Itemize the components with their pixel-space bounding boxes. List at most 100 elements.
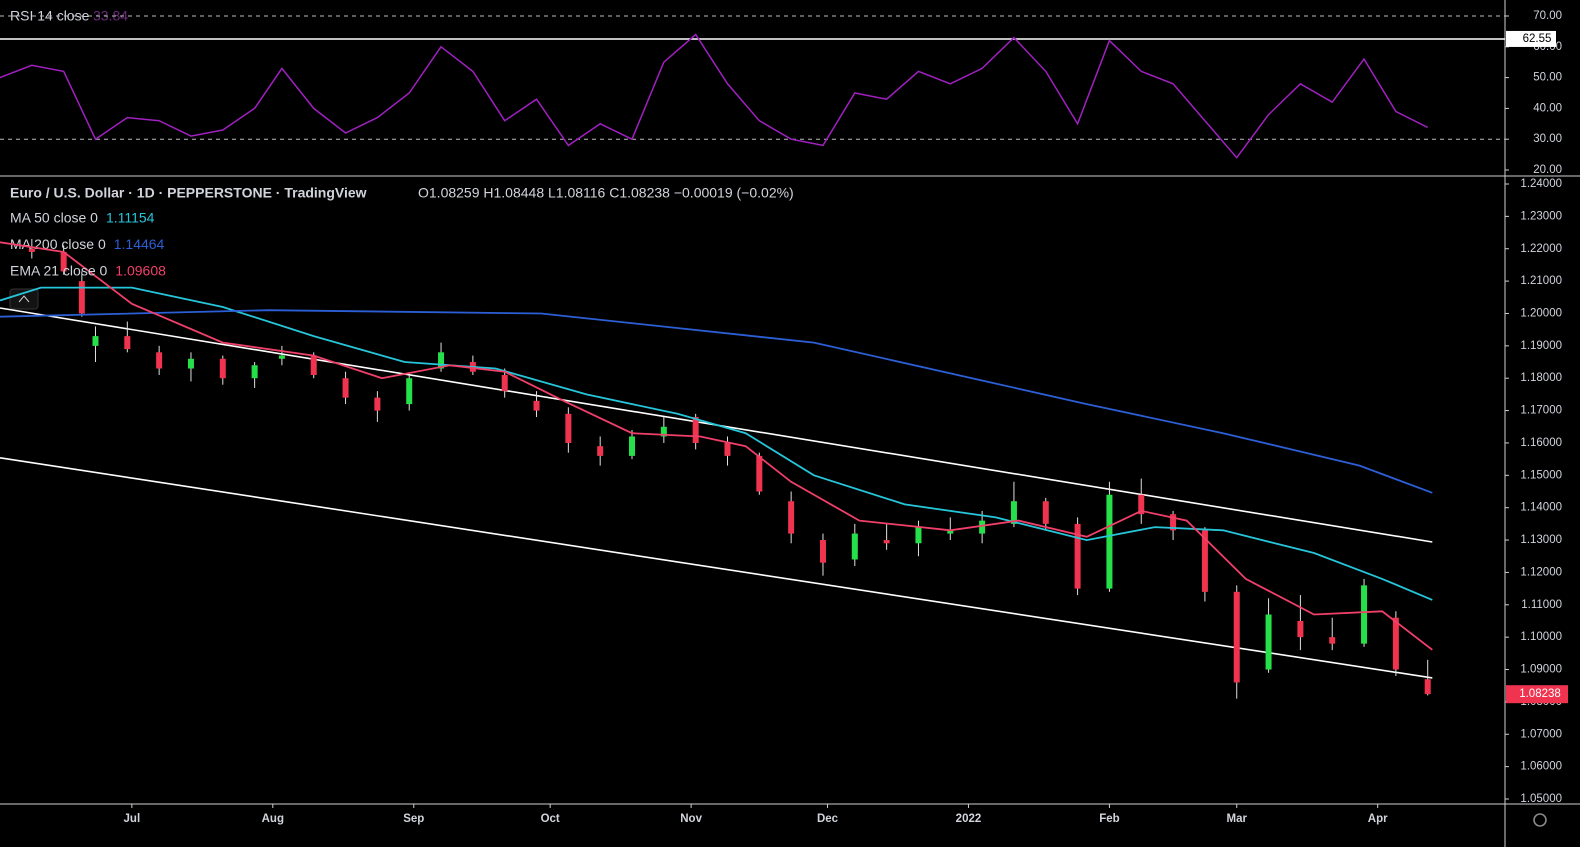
candle-body xyxy=(692,417,699,443)
candle-body xyxy=(947,530,954,534)
candle-body xyxy=(374,397,381,411)
legend-value: 1.11154 xyxy=(106,210,155,226)
x-tick-label: Jul xyxy=(124,813,141,825)
x-tick-label: Oct xyxy=(541,813,560,825)
y-tick-label: 30.00 xyxy=(1533,133,1562,145)
candle-body xyxy=(756,455,763,492)
rsi-legend-value: 33.84 xyxy=(93,8,128,24)
candle-body xyxy=(788,501,795,534)
ohlc-legend: O1.08259 H1.08448 L1.08116 C1.08238 −0.0… xyxy=(418,185,794,201)
candle-body xyxy=(629,436,636,456)
hline-label-box xyxy=(1506,30,1556,47)
candle-body xyxy=(1201,530,1208,592)
x-tick-label: Mar xyxy=(1227,813,1248,825)
candle-body xyxy=(251,365,258,379)
candle-body xyxy=(60,251,67,272)
candle-body xyxy=(219,358,226,379)
candle-body xyxy=(406,378,413,405)
candle-body xyxy=(1265,614,1272,670)
candle-body xyxy=(1424,679,1431,695)
candle-body xyxy=(1106,494,1113,589)
candle-body xyxy=(278,355,285,359)
candle-body xyxy=(724,442,731,456)
candle-body xyxy=(310,355,317,375)
candle-body xyxy=(597,446,604,456)
candle-body xyxy=(1138,494,1145,515)
candle-body xyxy=(501,374,508,392)
candle-body xyxy=(1361,585,1368,644)
collapse-icon xyxy=(18,295,30,303)
collapse-button[interactable] xyxy=(9,288,39,310)
y-tick-label: 1.14000 xyxy=(1520,502,1562,514)
candle-body xyxy=(819,540,826,563)
y-tick-label: 1.20000 xyxy=(1520,308,1562,320)
candle-body xyxy=(1074,523,1081,589)
candle-body xyxy=(533,400,540,411)
x-tick-label: Sep xyxy=(403,813,424,825)
last-price-box xyxy=(1506,685,1568,704)
candle-body xyxy=(1010,501,1017,524)
y-tick-label: 1.05000 xyxy=(1520,793,1562,805)
legend-name: EMA 21 close 0 xyxy=(10,263,107,279)
candle-body xyxy=(660,426,667,437)
series-line xyxy=(0,309,1433,494)
y-tick-label: 1.21000 xyxy=(1520,275,1562,287)
candle-body xyxy=(342,378,349,398)
last-price-label: 1.08238 xyxy=(1519,688,1561,700)
y-tick-label: 1.06000 xyxy=(1520,761,1562,773)
candle-body xyxy=(915,527,922,544)
candle-body xyxy=(187,358,194,369)
candle-body xyxy=(1170,514,1177,531)
candle-body xyxy=(28,248,35,252)
candle-body xyxy=(1392,617,1399,670)
candle-body xyxy=(1297,620,1304,638)
legend-name: MA 200 close 0 xyxy=(10,236,106,252)
legend-value: 1.14464 xyxy=(114,236,165,252)
legend-value: 1.09608 xyxy=(115,263,166,279)
candle-body xyxy=(124,336,131,350)
y-tick-label: 50.00 xyxy=(1533,72,1562,84)
x-tick-label: Dec xyxy=(817,813,839,825)
series-line xyxy=(0,241,1433,651)
legend-name: MA 50 close 0 xyxy=(10,210,98,226)
y-tick-label: 1.11000 xyxy=(1521,599,1562,611)
series-line xyxy=(0,286,1433,601)
trendline xyxy=(0,457,1433,679)
series-line xyxy=(0,33,1429,159)
y-tick-label: 1.10000 xyxy=(1520,631,1562,643)
candle-body xyxy=(156,352,163,369)
symbol-title: Euro / U.S. Dollar · 1D · PEPPERSTONE · … xyxy=(10,185,367,201)
y-tick-label: 1.12000 xyxy=(1520,566,1562,578)
y-tick-label: 1.09000 xyxy=(1520,664,1562,676)
candle-body xyxy=(1233,591,1240,683)
y-tick-label: 1.22000 xyxy=(1520,243,1562,255)
candle-body xyxy=(438,352,445,369)
x-tick-label: Feb xyxy=(1099,813,1119,825)
settings-icon[interactable] xyxy=(1533,813,1547,827)
y-tick-label: 1.07000 xyxy=(1520,728,1562,740)
candle-body xyxy=(565,413,572,443)
y-tick-label: 20.00 xyxy=(1533,164,1562,176)
y-tick-label: 1.15000 xyxy=(1520,469,1562,481)
y-tick-label: 1.17000 xyxy=(1520,405,1562,417)
candle-body xyxy=(1042,501,1049,524)
x-tick-label: 2022 xyxy=(956,813,982,825)
candle-body xyxy=(979,520,986,534)
candle-body xyxy=(883,540,890,544)
x-tick-label: Apr xyxy=(1368,813,1388,825)
hline-label: 62.55 xyxy=(1523,33,1552,45)
y-tick-label: 1.13000 xyxy=(1520,534,1562,546)
y-tick-label: 1.18000 xyxy=(1520,372,1562,384)
candle-body xyxy=(1329,637,1336,644)
candle-body xyxy=(92,336,99,346)
candle-body xyxy=(851,533,858,560)
y-tick-label: 1.19000 xyxy=(1520,340,1562,352)
y-tick-label: 1.24000 xyxy=(1520,178,1562,190)
x-tick-label: Nov xyxy=(680,813,702,825)
candle-body xyxy=(78,281,85,314)
y-tick-label: 1.23000 xyxy=(1520,210,1562,222)
y-tick-label: 70.00 xyxy=(1533,10,1562,22)
y-tick-label: 40.00 xyxy=(1533,102,1562,114)
x-tick-label: Aug xyxy=(262,813,284,825)
